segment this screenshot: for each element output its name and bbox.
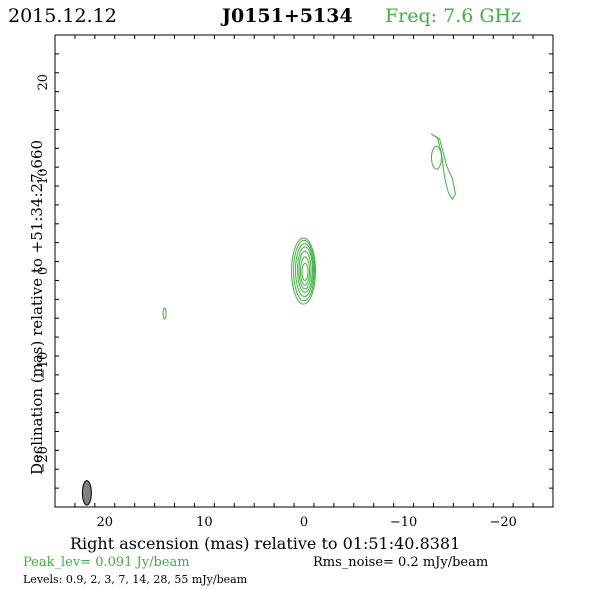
y-axis-label: Declination (mas) relative to +51:34:27.… bbox=[28, 140, 46, 475]
plot-frame bbox=[54, 34, 554, 508]
x-tick-label: −20 bbox=[489, 515, 516, 530]
x-tick-label: 10 bbox=[196, 515, 213, 530]
observation-date: 2015.12.12 bbox=[8, 5, 117, 27]
x-axis-label: Right ascension (mas) relative to 01:51:… bbox=[70, 534, 460, 553]
core-contour bbox=[297, 246, 313, 293]
rms-noise: Rms_noise= 0.2 mJy/beam bbox=[313, 555, 488, 570]
source-title: J0151+5134 bbox=[220, 5, 353, 27]
jet-outer-contour bbox=[431, 133, 456, 200]
y-tick-label: 0 bbox=[36, 267, 51, 275]
core-contour bbox=[298, 250, 312, 290]
x-tick-labels: 20 10 0 −10 −20 bbox=[97, 515, 517, 530]
y-tick-label: 10 bbox=[36, 168, 51, 185]
y-tick-labels: 20 10 0 −10 −20 bbox=[36, 74, 51, 474]
core-contour bbox=[300, 256, 310, 286]
core-contour bbox=[295, 243, 314, 297]
x-tick-label: −10 bbox=[390, 515, 417, 530]
core-contour bbox=[293, 239, 315, 302]
jet-inner-contour bbox=[430, 145, 442, 170]
frequency-label: Freq: 7.6 GHz bbox=[385, 5, 521, 27]
core-contour bbox=[291, 237, 316, 305]
beam-ellipse bbox=[81, 480, 92, 506]
contour-lines bbox=[162, 133, 456, 320]
beam-shape bbox=[81, 480, 92, 506]
core-contour bbox=[301, 262, 309, 281]
peak-level: Peak_lev= 0.091 Jy/beam bbox=[23, 555, 190, 570]
contour-levels: Levels: 0.9, 2, 3, 7, 14, 28, 55 mJy/bea… bbox=[23, 573, 248, 586]
y-tick-label: 20 bbox=[36, 74, 51, 91]
x-tick-label: 0 bbox=[300, 515, 308, 530]
x-tick-label: 20 bbox=[97, 515, 114, 530]
y-tick-label: −10 bbox=[36, 352, 51, 379]
y-tick-label: −20 bbox=[36, 446, 51, 473]
axis-ticks bbox=[54, 34, 554, 508]
feature-contour bbox=[162, 307, 167, 320]
